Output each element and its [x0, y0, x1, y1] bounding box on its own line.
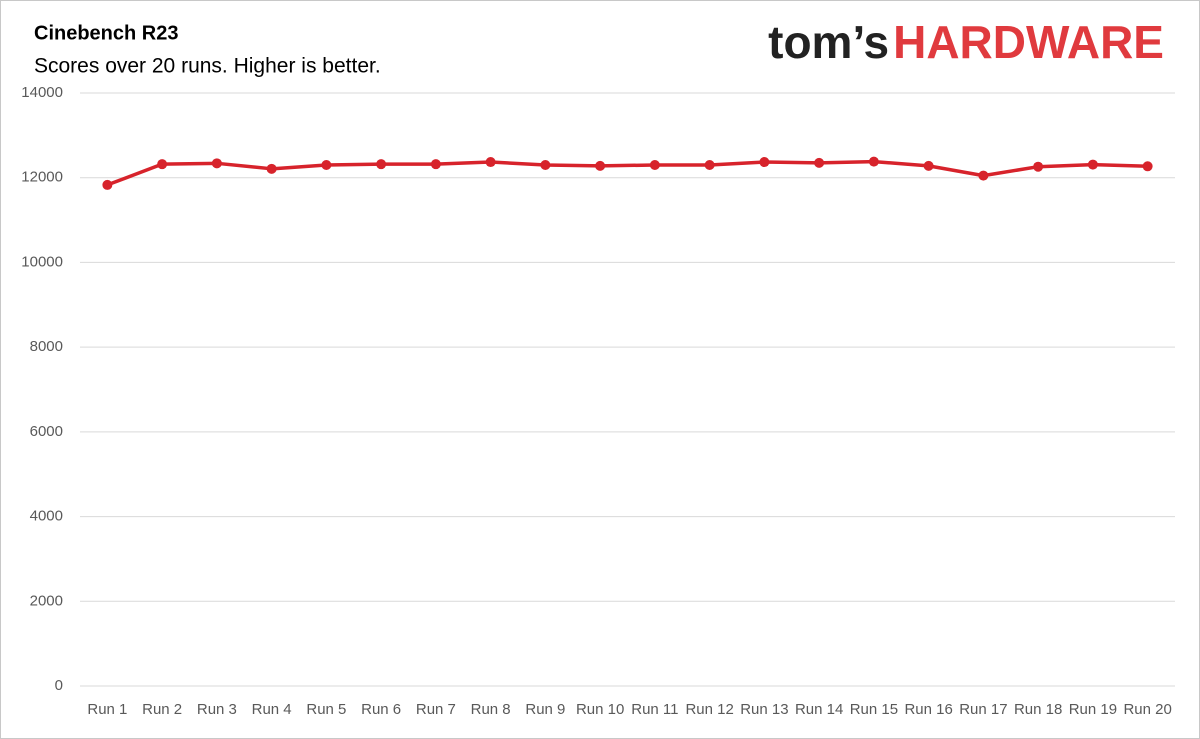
- data-line: [106, 159, 1148, 187]
- y-tick-label: 10000: [21, 253, 63, 270]
- data-point: [1033, 161, 1044, 172]
- x-tick-label: Run 3: [197, 701, 237, 718]
- y-tick-label: 0: [55, 677, 63, 694]
- data-point: [1142, 161, 1153, 172]
- data-point: [211, 158, 222, 169]
- chart-title: Cinebench R23: [34, 22, 178, 44]
- data-point: [923, 160, 934, 171]
- data-point: [540, 160, 551, 171]
- data-point: [978, 170, 989, 181]
- x-tick-label: Run 16: [904, 701, 952, 718]
- x-tick-label: Run 13: [740, 701, 788, 718]
- x-tick-label: Run 14: [795, 701, 843, 718]
- data-point: [868, 156, 879, 167]
- x-tick-label: Run 1: [87, 701, 127, 718]
- x-tick-label: Run 10: [576, 701, 624, 718]
- y-tick-label: 12000: [21, 169, 63, 186]
- logo-accent: HARDWARE: [893, 16, 1164, 68]
- x-tick-label: Run 11: [631, 701, 678, 718]
- data-point: [759, 157, 770, 168]
- x-tick-label: Run 6: [361, 701, 401, 718]
- x-tick-label: Run 15: [850, 701, 898, 718]
- x-tick-label: Run 8: [471, 701, 511, 718]
- y-tick-label: 2000: [30, 592, 63, 609]
- data-point: [1087, 159, 1098, 170]
- logo-brand: tom’s: [768, 16, 889, 68]
- x-tick-label: Run 4: [252, 701, 292, 718]
- data-point: [102, 179, 113, 190]
- logo: tom’sHARDWARE: [768, 16, 1164, 68]
- x-tick-label: Run 5: [306, 701, 346, 718]
- y-tick-label: 4000: [30, 508, 63, 525]
- data-point: [321, 160, 332, 171]
- x-tick-label: Run 17: [959, 701, 1007, 718]
- data-point: [430, 159, 441, 170]
- x-tick-label: Run 12: [685, 701, 733, 718]
- data-point: [704, 160, 715, 171]
- y-tick-label: 6000: [30, 423, 63, 440]
- y-tick-label: 8000: [30, 338, 63, 355]
- data-point: [157, 159, 168, 170]
- data-point: [376, 159, 387, 170]
- x-tick-label: Run 20: [1123, 701, 1171, 718]
- data-point: [595, 160, 606, 171]
- y-tick-label: 14000: [21, 84, 63, 101]
- data-point: [266, 163, 277, 174]
- x-tick-label: Run 18: [1014, 701, 1062, 718]
- x-tick-label: Run 19: [1069, 701, 1117, 718]
- x-tick-label: Run 9: [525, 701, 565, 718]
- data-point: [814, 157, 825, 168]
- x-tick-label: Run 2: [142, 701, 182, 718]
- data-point: [649, 160, 660, 171]
- data-point: [485, 157, 496, 168]
- chart-subtitle: Scores over 20 runs. Higher is better.: [34, 55, 381, 78]
- x-tick-label: Run 7: [416, 701, 456, 718]
